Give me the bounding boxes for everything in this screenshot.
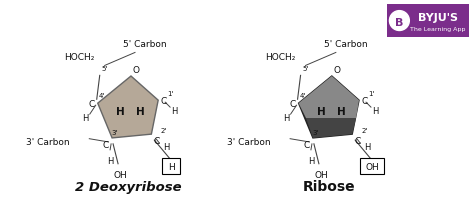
Text: H: H [168,163,174,172]
Text: HOCH₂: HOCH₂ [265,53,296,62]
Text: C: C [304,140,310,149]
Polygon shape [299,77,359,119]
Text: C: C [354,136,360,145]
FancyBboxPatch shape [162,158,180,174]
Text: 4': 4' [300,93,306,99]
Text: H: H [308,156,314,165]
Text: H: H [82,113,89,122]
Text: OH: OH [365,163,379,172]
Text: B: B [395,18,403,27]
Text: C: C [361,96,367,105]
Text: O: O [133,66,140,75]
Text: H: H [136,106,145,116]
Text: C: C [89,99,95,108]
Text: H: H [164,142,170,151]
Text: 5': 5' [102,66,108,72]
Text: H: H [337,106,346,116]
Text: 2': 2' [160,128,166,133]
Text: H: H [283,113,290,122]
Text: OH: OH [314,170,328,179]
Text: OH: OH [113,170,127,179]
Text: 1': 1' [368,91,374,97]
Text: H: H [171,106,177,115]
Text: C: C [154,136,160,145]
Text: 5': 5' [302,66,309,72]
Text: O: O [334,66,341,75]
Text: H: H [364,142,371,151]
Text: 3' Carbon: 3' Carbon [26,137,69,146]
Text: H: H [107,156,113,165]
Text: Ribose: Ribose [302,180,355,193]
Text: BYJU'S: BYJU'S [418,12,458,22]
Text: H: H [116,106,125,116]
Polygon shape [98,77,158,138]
Text: HOCH₂: HOCH₂ [64,53,95,62]
FancyBboxPatch shape [387,5,469,38]
Text: 3': 3' [312,129,319,135]
Text: H: H [317,106,326,116]
FancyBboxPatch shape [360,158,384,174]
Text: H: H [372,106,378,115]
Text: The Learning App: The Learning App [410,27,466,32]
Text: 5' Carbon: 5' Carbon [324,40,368,49]
Text: C: C [103,140,109,149]
Polygon shape [306,119,356,138]
Text: 5' Carbon: 5' Carbon [123,40,167,49]
Text: 3' Carbon: 3' Carbon [227,137,270,146]
Polygon shape [299,77,359,138]
Text: 1': 1' [167,91,173,97]
Text: 2': 2' [361,128,367,133]
Text: 4': 4' [99,93,105,99]
Circle shape [390,12,410,31]
Text: 2 Deoxyribose: 2 Deoxyribose [74,181,181,193]
Text: 3': 3' [111,129,118,135]
Text: C: C [160,96,166,105]
Text: C: C [289,99,296,108]
